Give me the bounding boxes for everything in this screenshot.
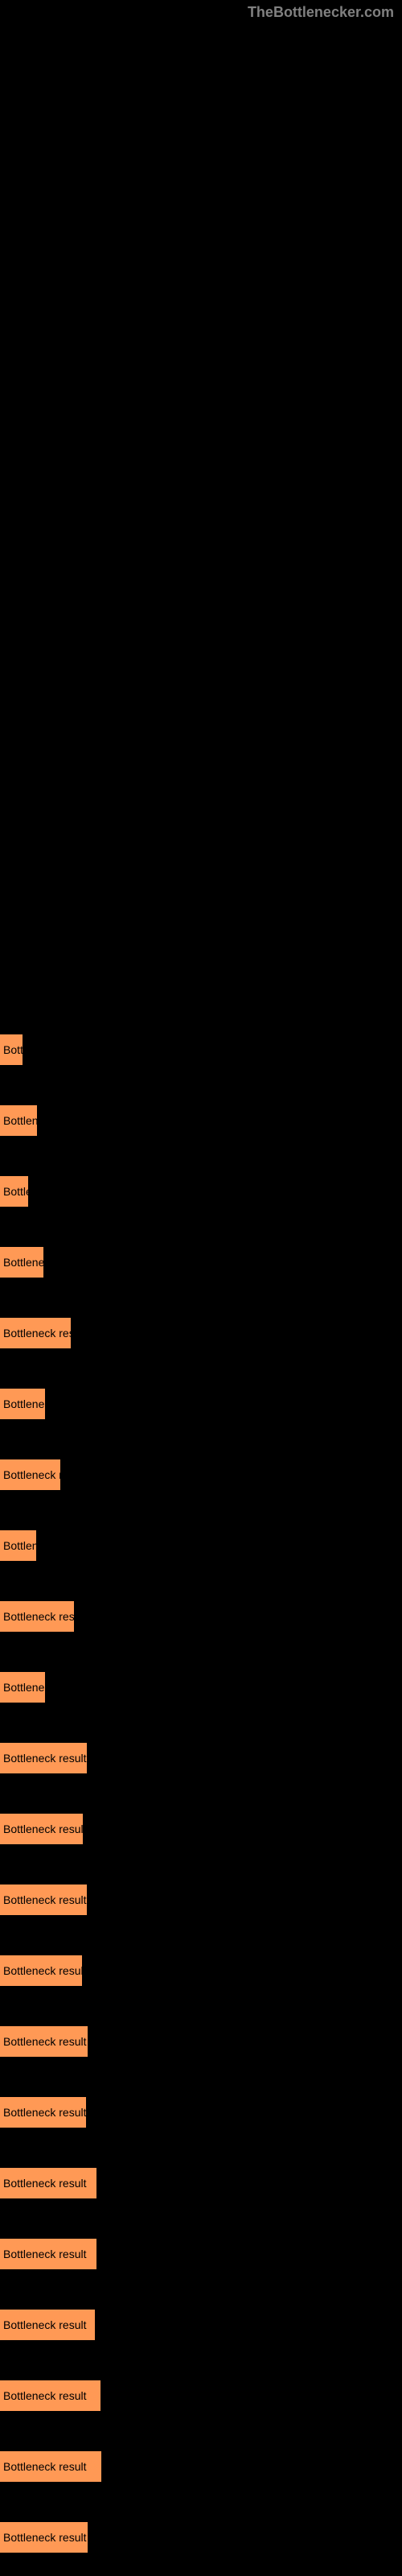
bar-row: Bottleneck result xyxy=(0,1935,402,2006)
chart-bar: Bottleneck result xyxy=(0,2097,86,2128)
bar-label: Bottleneck result xyxy=(3,1256,43,1269)
chart-bar: Bottleneck result xyxy=(0,2168,96,2198)
watermark-text: TheBottlenecker.com xyxy=(248,4,394,21)
chart-bar: Bottleneck result xyxy=(0,2026,88,2057)
chart-bar: Bottleneck result xyxy=(0,1885,87,1915)
bar-row: Bottleneck result xyxy=(0,2006,402,2077)
bar-label: Bottleneck result xyxy=(3,1752,87,1765)
chart-bar: Bottleneck result xyxy=(0,1743,87,1773)
bar-label: Bottleneck result xyxy=(3,1185,28,1198)
bar-row: Bottleneck result xyxy=(0,2360,402,2431)
chart-bar: Bottleneck result xyxy=(0,1955,82,1986)
bar-label: Bottleneck result xyxy=(3,2035,87,2048)
bar-row: Bottleneck result xyxy=(0,1227,402,1298)
chart-bar: Bottleneck result xyxy=(0,1389,45,1419)
chart-bar: Bottleneck result xyxy=(0,2380,100,2411)
bar-row: Bottleneck result xyxy=(0,1014,402,1085)
bar-label: Bottleneck result xyxy=(3,1327,71,1340)
bar-label: Bottleneck result xyxy=(3,1539,36,1552)
chart-bar: Bottleneck result xyxy=(0,2239,96,2269)
bar-label: Bottleneck result xyxy=(3,2531,87,2544)
chart-bar: Bottleneck result xyxy=(0,1318,71,1348)
bar-row: Bottleneck result xyxy=(0,1156,402,1227)
bar-row: Bottleneck result xyxy=(0,1652,402,1723)
chart-bar: Bottleneck result xyxy=(0,1034,23,1065)
bar-label: Bottleneck result xyxy=(3,2177,87,2190)
chart-bar: Bottleneck result xyxy=(0,1105,37,1136)
bar-label: Bottleneck result xyxy=(3,1043,23,1056)
bar-row: Bottleneck result xyxy=(0,2219,402,2289)
chart-bar: Bottleneck result xyxy=(0,2310,95,2340)
chart-bar: Bottleneck result xyxy=(0,1176,28,1207)
bar-chart: Bottleneck result Bottleneck result Bottle… xyxy=(0,1014,402,2573)
bar-label: Bottleneck result xyxy=(3,1610,74,1623)
bar-row: Bottleneck result xyxy=(0,2502,402,2573)
bar-label: Bottleneck result xyxy=(3,1681,45,1694)
bar-row: Bottleneck result xyxy=(0,2148,402,2219)
bar-row: Bottleneck result xyxy=(0,1864,402,1935)
bar-label: Bottleneck result xyxy=(3,1893,87,1906)
chart-bar: Bottleneck result xyxy=(0,1814,83,1844)
chart-bar: Bottleneck result xyxy=(0,1247,43,1278)
chart-bar: Bottleneck result xyxy=(0,1530,36,1561)
bar-label: Bottleneck result xyxy=(3,2389,87,2402)
chart-bar: Bottleneck result xyxy=(0,1459,60,1490)
bar-row: Bottleneck result xyxy=(0,2077,402,2148)
bar-label: Bottleneck result xyxy=(3,2248,87,2260)
bar-label: Bottleneck result xyxy=(3,1114,37,1127)
bar-label: Bottleneck result xyxy=(3,1397,45,1410)
chart-bar: Bottleneck result xyxy=(0,1601,74,1632)
bar-row: Bottleneck result xyxy=(0,1581,402,1652)
bar-label: Bottleneck result xyxy=(3,1468,60,1481)
chart-bar: Bottleneck result xyxy=(0,2451,101,2482)
bar-label: Bottleneck result xyxy=(3,2318,87,2331)
bar-row: Bottleneck result xyxy=(0,1794,402,1864)
bar-row: Bottleneck result xyxy=(0,2289,402,2360)
bar-label: Bottleneck result xyxy=(3,2106,86,2119)
bar-row: Bottleneck result xyxy=(0,1298,402,1368)
bar-row: Bottleneck result xyxy=(0,1085,402,1156)
top-spacer xyxy=(0,0,402,1014)
bar-row: Bottleneck result xyxy=(0,1510,402,1581)
bar-label: Bottleneck result xyxy=(3,2460,87,2473)
bar-row: Bottleneck result xyxy=(0,1439,402,1510)
bar-label: Bottleneck result xyxy=(3,1823,83,1835)
chart-bar: Bottleneck result xyxy=(0,2522,88,2553)
bar-row: Bottleneck result xyxy=(0,2431,402,2502)
bar-row: Bottleneck result xyxy=(0,1368,402,1439)
chart-bar: Bottleneck result xyxy=(0,1672,45,1703)
bar-label: Bottleneck result xyxy=(3,1964,82,1977)
bar-row: Bottleneck result xyxy=(0,1723,402,1794)
